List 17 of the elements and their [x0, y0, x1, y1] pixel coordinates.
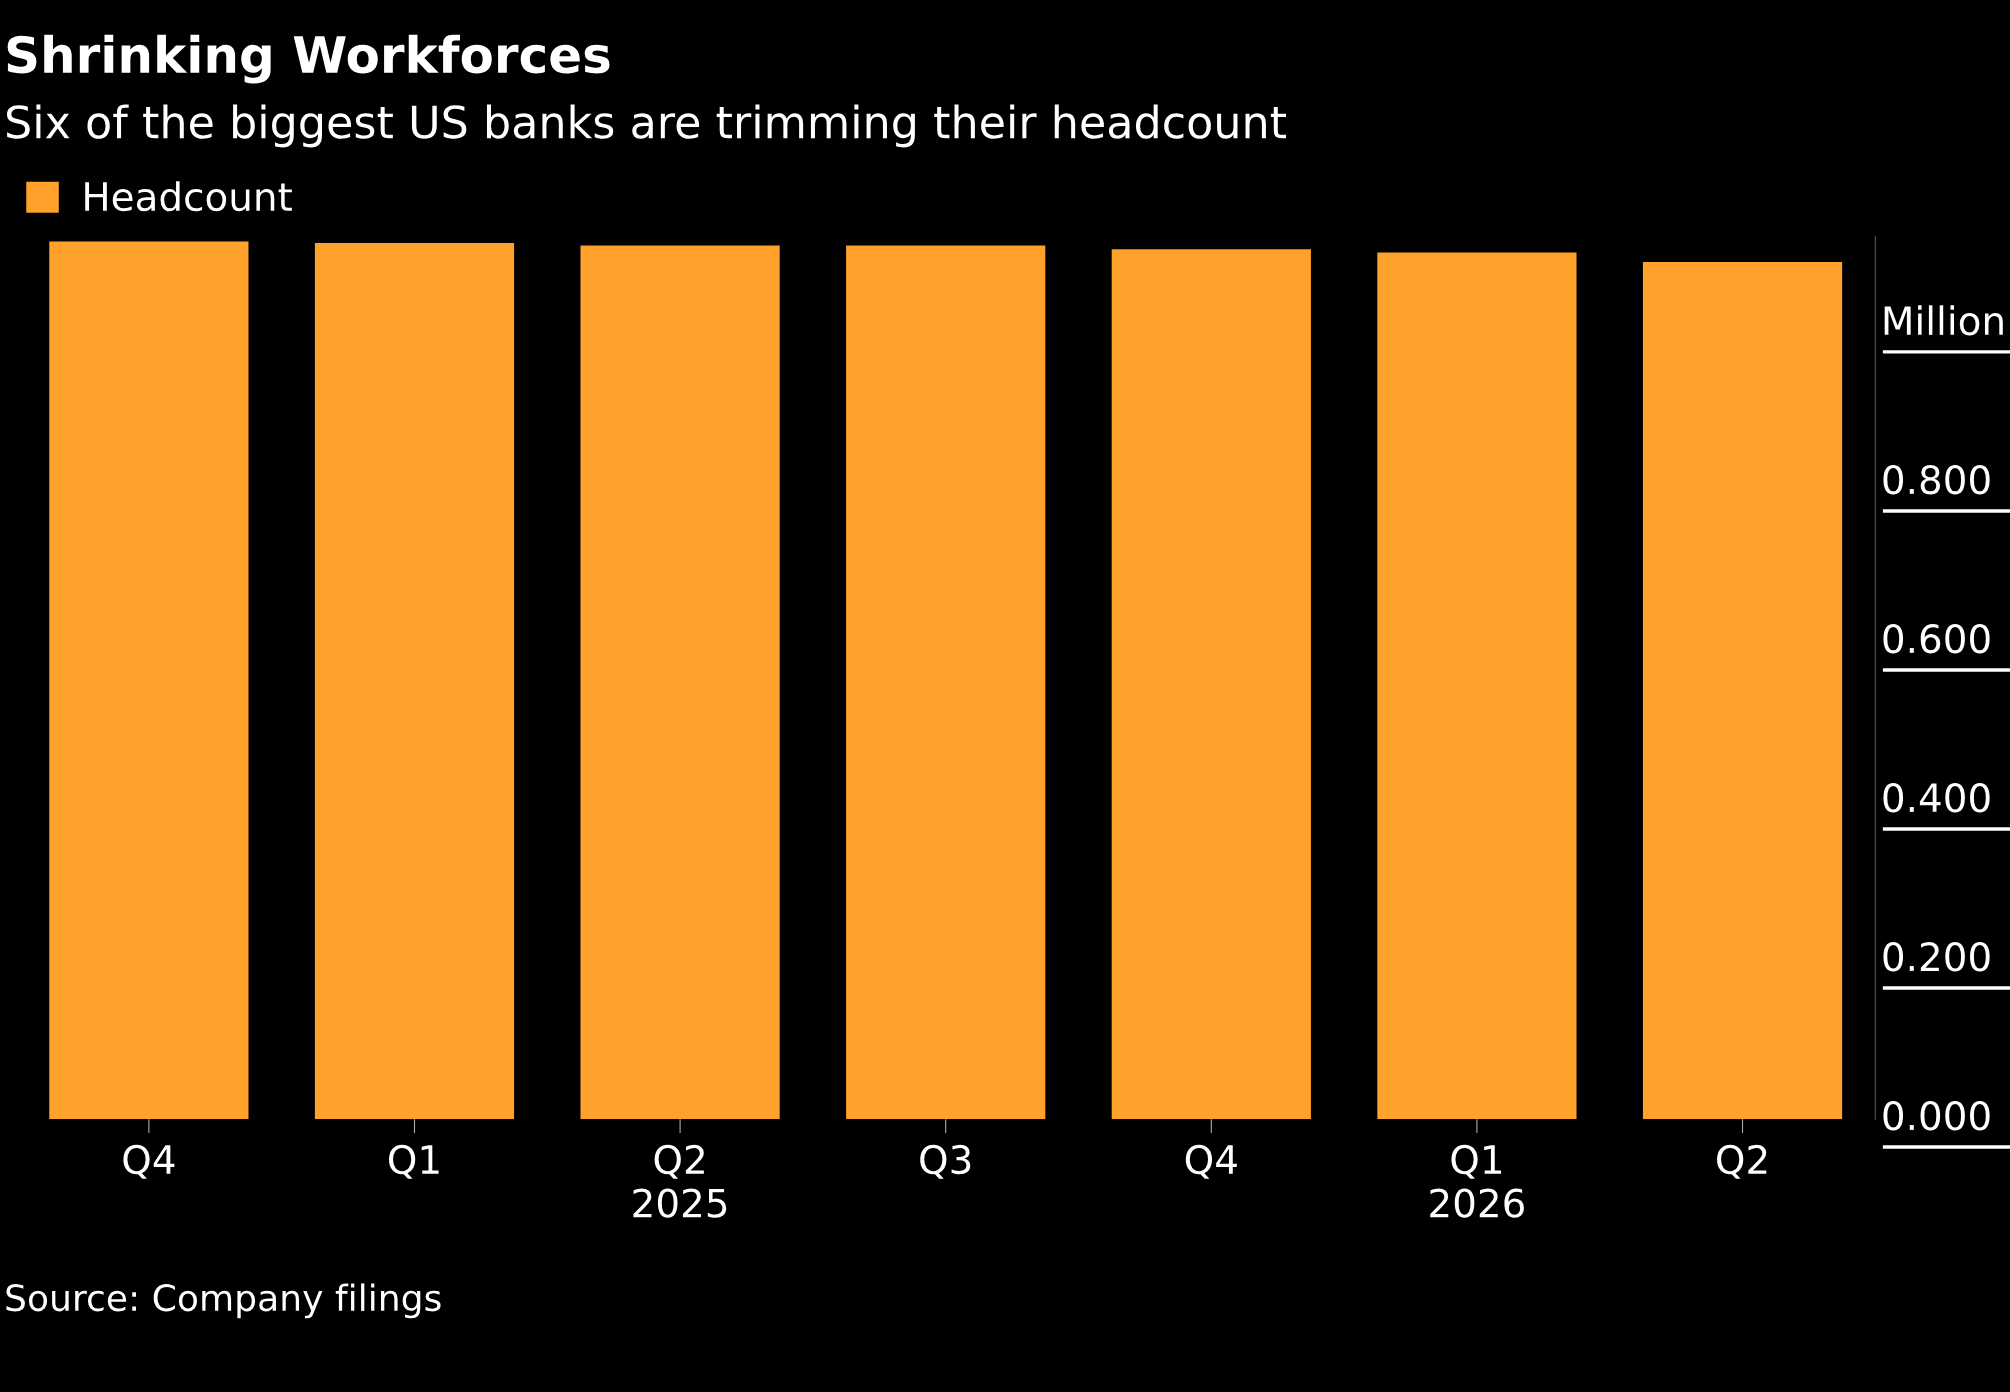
x-tick-label: Q4 — [1185, 1144, 1237, 1179]
x-tick-label: Q2 — [1717, 1144, 1767, 1179]
source-note: Source: Company filings — [6, 1283, 441, 1319]
legend-label: Headcount — [85, 181, 292, 212]
x-tick-label: Q3 — [920, 1144, 971, 1179]
x-tick-label: Q4 — [123, 1144, 175, 1179]
chart-subtitle: Six of the biggest US banks are trimming their headcount — [6, 104, 1287, 148]
y-tick-label: 0.800 — [1883, 464, 1990, 495]
y-tick-label: Million — [1884, 305, 2003, 336]
y-tick-label: 0.400 — [1883, 783, 1990, 813]
x-tick-label: Q1 2026 — [1430, 1144, 1524, 1218]
chart-title: Shrinking Workforces — [7, 34, 610, 84]
y-tick-label: 0.200 — [1883, 942, 1990, 972]
x-tick-label: Q2 2025 — [633, 1144, 727, 1218]
y-tick-label: 0.600 — [1883, 623, 1990, 654]
x-tick-label: Q1 — [388, 1144, 439, 1179]
y-tick-label: 0.000 — [1883, 1101, 1990, 1131]
